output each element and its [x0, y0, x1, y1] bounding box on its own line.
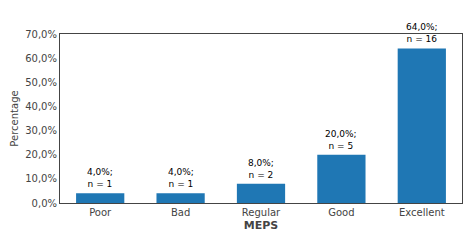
svg-text:50,0%: 50,0% — [25, 77, 57, 88]
svg-text:Regular: Regular — [242, 207, 281, 218]
svg-text:0,0%: 0,0% — [32, 198, 57, 209]
svg-text:4,0%;n = 1: 4,0%;n = 1 — [87, 167, 113, 189]
svg-text:Percentage: Percentage — [9, 90, 20, 146]
svg-text:4,0%;n = 1: 4,0%;n = 1 — [168, 167, 194, 189]
svg-text:10,0%: 10,0% — [25, 173, 57, 184]
svg-text:40,0%: 40,0% — [25, 101, 57, 112]
svg-text:60,0%: 60,0% — [25, 53, 57, 64]
svg-text:30,0%: 30,0% — [25, 125, 57, 136]
svg-text:MEPS: MEPS — [244, 219, 279, 232]
svg-text:8,0%;n = 2: 8,0%;n = 2 — [248, 158, 274, 180]
svg-text:Good: Good — [328, 207, 354, 218]
svg-text:20,0%;n = 5: 20,0%;n = 5 — [325, 129, 357, 151]
svg-text:70,0%: 70,0% — [25, 29, 57, 40]
svg-text:64,0%;n = 16: 64,0%;n = 16 — [406, 22, 438, 44]
svg-text:Bad: Bad — [171, 207, 190, 218]
svg-text:20,0%: 20,0% — [25, 149, 57, 160]
svg-text:Excellent: Excellent — [399, 207, 445, 218]
svg-text:Poor: Poor — [89, 207, 112, 218]
